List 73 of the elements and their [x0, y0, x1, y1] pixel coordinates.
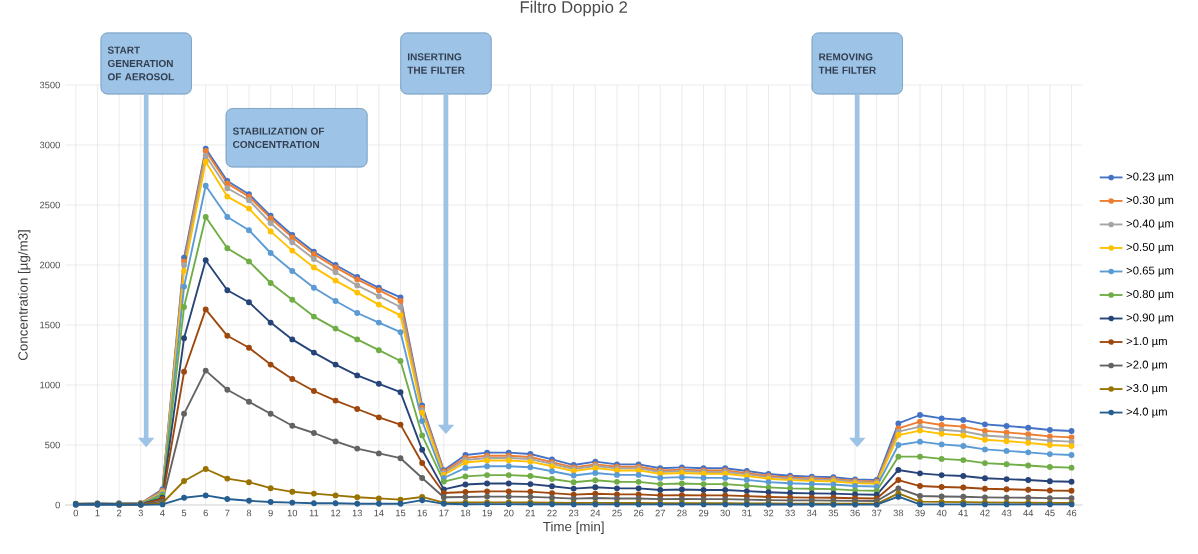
x-tick-label: 8	[246, 509, 252, 517]
x-tick-label: 46	[1066, 509, 1077, 517]
x-tick-label: 34	[806, 509, 817, 517]
x-tick-label: 5	[181, 509, 187, 517]
legend-label: >3.0 µm	[1126, 384, 1167, 395]
annotation: STABILIZATION OF CONCENTRATION	[232, 127, 325, 149]
x-tick-label: 26	[633, 509, 644, 517]
x-tick-label: 4	[160, 509, 165, 517]
chart-title: Filtro Doppio 2	[520, 0, 627, 17]
y-tick-label: 500	[45, 441, 60, 449]
x-tick-label: 17	[439, 509, 449, 517]
x-tick-label: 24	[590, 509, 601, 517]
x-tick-label: 36	[850, 509, 860, 517]
x-tick-label: 10	[287, 509, 298, 517]
x-tick-label: 9	[268, 509, 273, 517]
x-tick-label: 11	[309, 509, 319, 517]
y-tick-label: 0	[55, 501, 60, 509]
x-tick-label: 38	[893, 509, 904, 517]
legend-label: >1.0 µm	[1126, 337, 1167, 348]
legend-label: >0.65 µm	[1126, 266, 1174, 277]
x-tick-label: 18	[460, 509, 471, 517]
text: START GENERATION OF AEROSOL	[107, 46, 174, 81]
x-tick-label: 15	[396, 509, 406, 517]
y-tick-label: 1500	[40, 321, 60, 329]
text: INSERTING THE FILTER	[407, 53, 465, 74]
x-tick-label: 30	[720, 509, 731, 517]
x-tick-label: 35	[828, 509, 839, 517]
x-tick-label: 25	[612, 509, 622, 517]
x-tick-label: 12	[331, 509, 341, 517]
x-tick-label: 21	[525, 509, 536, 517]
x-tick-label: 22	[547, 509, 557, 517]
y-tick-label: 1000	[40, 381, 60, 389]
x-tick-label: 41	[958, 509, 969, 517]
legend-label: >4.0 µm	[1126, 407, 1167, 418]
x-tick-label: 20	[504, 509, 514, 517]
y-tick-label: 2500	[39, 201, 60, 209]
x-tick-label: 7	[225, 509, 230, 517]
x-tick-label: 43	[1001, 509, 1012, 517]
text: REMOVING THE FILTER	[818, 53, 876, 74]
y-tick-label: 2000	[39, 261, 60, 269]
x-tick-label: 2	[116, 509, 122, 517]
y-tick-label: 3500	[39, 81, 60, 89]
legend-label: >0.30 µm	[1126, 196, 1174, 207]
legend-label: >0.23 µm	[1126, 172, 1174, 183]
legend-label: >2.0 µm	[1126, 360, 1167, 371]
x-tick-label: 0	[73, 509, 79, 517]
y-axis-title: Concentration [µg/m3]	[17, 230, 31, 361]
x-tick-label: 23	[568, 509, 579, 517]
x-tick-label: 45	[1044, 509, 1055, 517]
x-tick-label: 3	[138, 509, 143, 517]
x-tick-label: 31	[742, 509, 752, 517]
x-tick-label: 33	[785, 509, 795, 517]
x-tick-label: 39	[915, 509, 925, 517]
x-tick-label: 32	[763, 509, 774, 517]
x-tick-label: 19	[482, 509, 492, 517]
x-tick-label: 28	[677, 509, 687, 517]
x-tick-label: 44	[1023, 509, 1034, 517]
legend-label: >0.50 µm	[1126, 243, 1174, 254]
x-tick-label: 13	[352, 509, 362, 517]
y-tick-label: 3000	[39, 141, 60, 149]
x-tick-label: 27	[655, 509, 665, 517]
legend-label: >0.90 µm	[1126, 313, 1174, 324]
x-tick-label: 42	[979, 509, 990, 517]
x-tick-label: 37	[871, 509, 882, 517]
x-axis-title: Time [min]	[543, 521, 604, 534]
x-tick-label: 29	[698, 509, 709, 517]
x-tick-label: 1	[95, 509, 100, 517]
legend-label: >0.80 µm	[1126, 290, 1174, 301]
x-tick-label: 14	[374, 509, 384, 517]
x-tick-label: 40	[936, 509, 947, 517]
legend-label: >0.40 µm	[1126, 219, 1174, 230]
x-tick-label: 6	[203, 509, 208, 517]
x-tick-label: 16	[417, 509, 427, 517]
